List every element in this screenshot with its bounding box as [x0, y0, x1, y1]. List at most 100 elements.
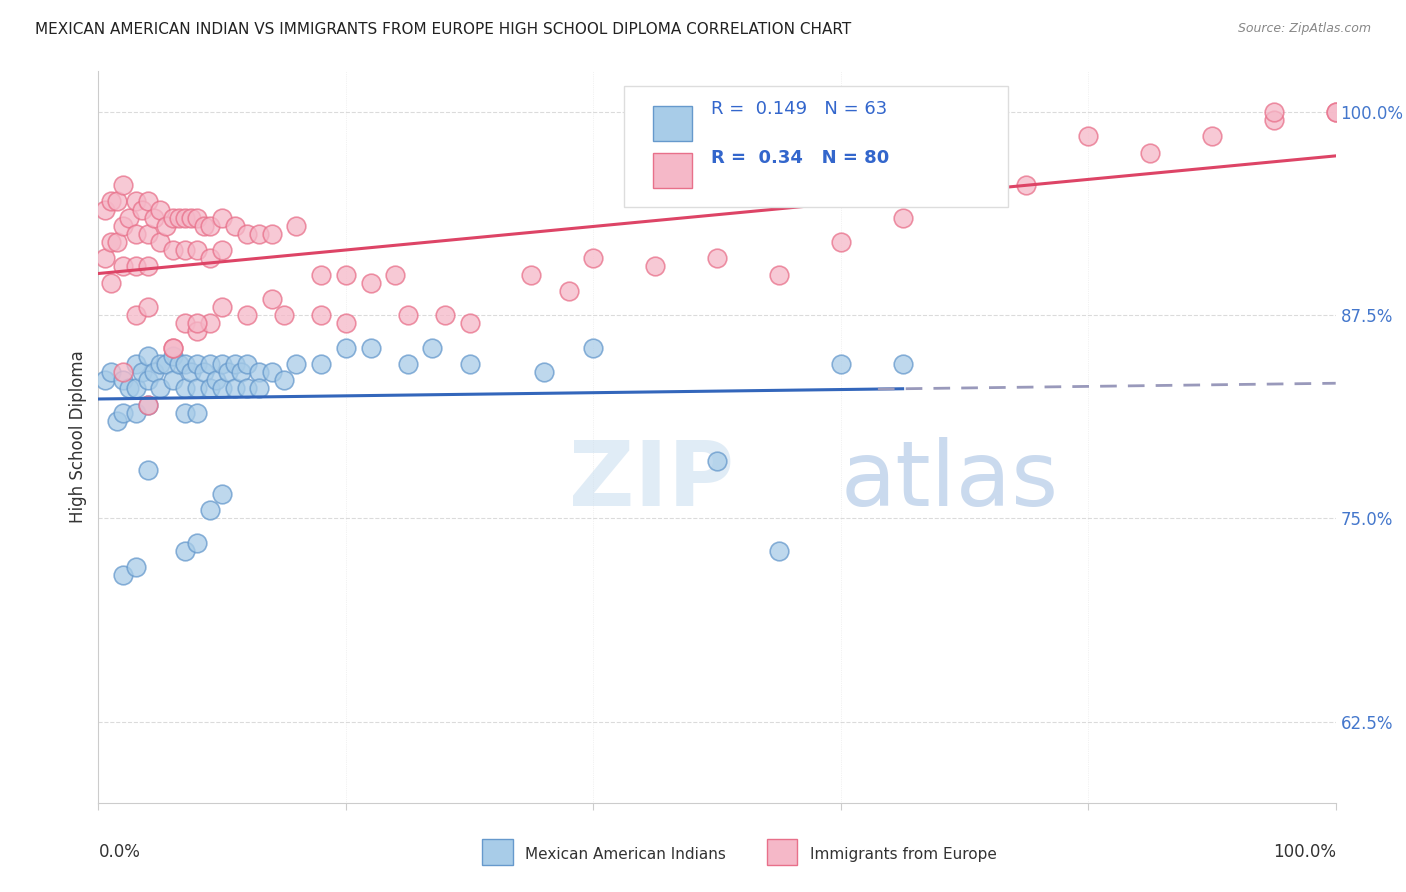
Point	[224, 381, 246, 395]
Point	[174, 357, 197, 371]
Point	[186, 211, 208, 225]
Point	[149, 357, 172, 371]
Point	[136, 462, 159, 476]
Point	[247, 227, 270, 241]
Point	[285, 357, 308, 371]
Point	[167, 357, 190, 371]
Point	[174, 406, 197, 420]
Point	[360, 276, 382, 290]
Point	[706, 252, 728, 266]
Point	[396, 357, 419, 371]
Point	[557, 284, 579, 298]
Bar	[652, 106, 692, 141]
Point	[162, 341, 184, 355]
Point	[136, 398, 159, 412]
Point	[309, 357, 332, 371]
Point	[236, 227, 259, 241]
Text: R =  0.149   N = 63: R = 0.149 N = 63	[711, 101, 887, 119]
Text: ZIP: ZIP	[568, 437, 734, 525]
Point	[260, 227, 283, 241]
Text: R =  0.34   N = 80: R = 0.34 N = 80	[711, 149, 889, 167]
Point	[174, 243, 197, 257]
Point	[891, 211, 914, 225]
Point	[211, 243, 233, 257]
Point	[124, 260, 146, 274]
Point	[155, 357, 177, 371]
Point	[162, 211, 184, 225]
Point	[112, 260, 135, 274]
Point	[260, 365, 283, 379]
Point	[112, 406, 135, 420]
Point	[124, 308, 146, 322]
Bar	[652, 153, 692, 188]
Point	[136, 227, 159, 241]
Point	[211, 211, 233, 225]
Point	[112, 365, 135, 379]
Point	[174, 211, 197, 225]
Point	[433, 308, 456, 322]
Point	[149, 202, 172, 217]
Point	[162, 243, 184, 257]
Text: Mexican American Indians: Mexican American Indians	[526, 847, 725, 862]
Point	[211, 300, 233, 314]
Point	[186, 535, 208, 549]
Point	[186, 316, 208, 330]
Point	[217, 365, 239, 379]
Text: MEXICAN AMERICAN INDIAN VS IMMIGRANTS FROM EUROPE HIGH SCHOOL DIPLOMA CORRELATIO: MEXICAN AMERICAN INDIAN VS IMMIGRANTS FR…	[35, 22, 852, 37]
Point	[136, 373, 159, 387]
Point	[422, 341, 444, 355]
Point	[211, 381, 233, 395]
Point	[247, 381, 270, 395]
Point	[105, 194, 128, 209]
Point	[124, 406, 146, 420]
Point	[891, 357, 914, 371]
Point	[112, 219, 135, 233]
Point	[830, 357, 852, 371]
Point	[260, 292, 283, 306]
Point	[105, 414, 128, 428]
Point	[112, 568, 135, 582]
Point	[830, 235, 852, 249]
Point	[236, 357, 259, 371]
Point	[174, 544, 197, 558]
Point	[224, 219, 246, 233]
Text: Immigrants from Europe: Immigrants from Europe	[810, 847, 997, 862]
Text: atlas: atlas	[841, 437, 1059, 525]
Point	[193, 365, 215, 379]
Point	[174, 381, 197, 395]
Point	[533, 365, 555, 379]
Point	[93, 373, 115, 387]
Text: 100.0%: 100.0%	[1272, 843, 1336, 861]
Point	[273, 373, 295, 387]
Point	[1139, 145, 1161, 160]
Point	[118, 381, 141, 395]
Point	[582, 341, 605, 355]
Bar	[482, 839, 513, 865]
Point	[174, 316, 197, 330]
Point	[1263, 113, 1285, 128]
Point	[124, 381, 146, 395]
Point	[520, 268, 543, 282]
Point	[136, 194, 159, 209]
Point	[768, 544, 790, 558]
Point	[198, 503, 221, 517]
Point	[198, 357, 221, 371]
Point	[118, 211, 141, 225]
Point	[100, 235, 122, 249]
Point	[198, 219, 221, 233]
Point	[167, 211, 190, 225]
Point	[224, 357, 246, 371]
Point	[644, 260, 666, 274]
Point	[458, 357, 481, 371]
Point	[162, 373, 184, 387]
Point	[582, 252, 605, 266]
Point	[236, 381, 259, 395]
Text: 0.0%: 0.0%	[98, 843, 141, 861]
Point	[100, 276, 122, 290]
Point	[1201, 129, 1223, 144]
Point	[309, 308, 332, 322]
Point	[131, 202, 153, 217]
Point	[247, 365, 270, 379]
Point	[193, 219, 215, 233]
Point	[162, 349, 184, 363]
